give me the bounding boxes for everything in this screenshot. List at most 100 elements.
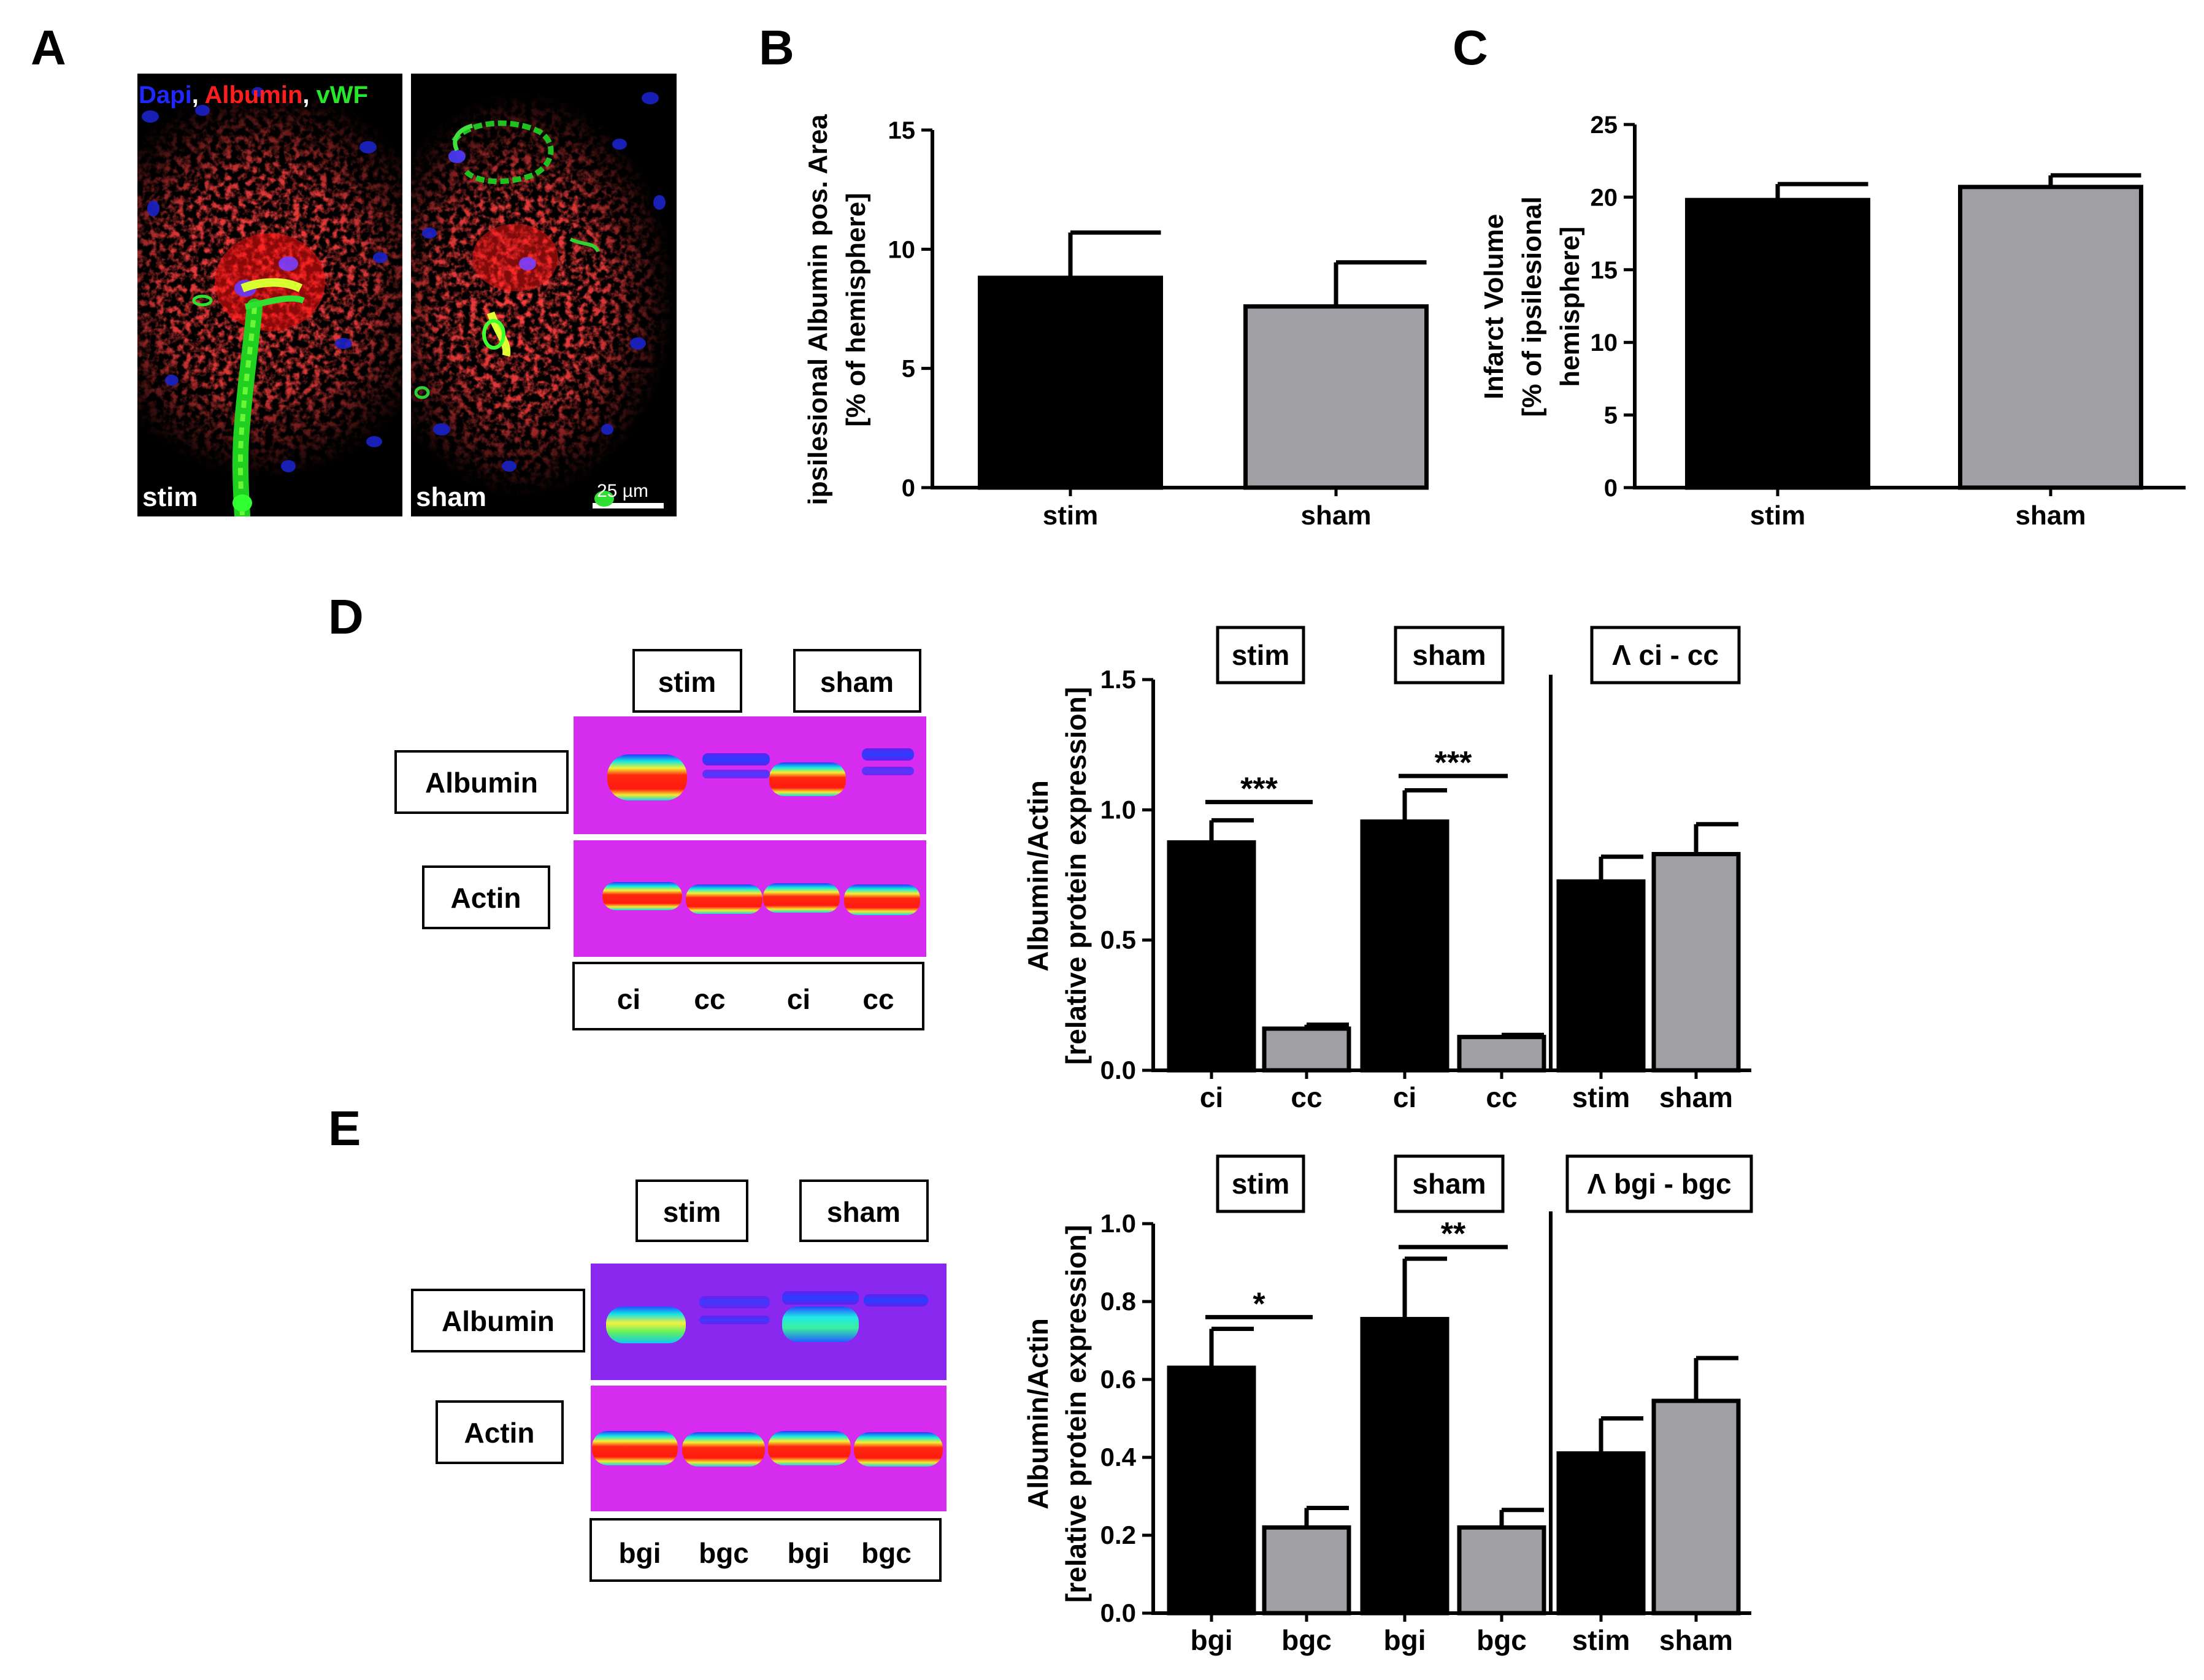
chart-c-xlabel-0: stim [1750,501,1805,531]
chart-d-group-box-2 [1590,626,1741,685]
chart-c-ylabel-1: [% of ipsilesional [1517,196,1547,416]
chart-c-bar-1 [1958,185,2143,490]
chart-b-bar-1 [1243,304,1429,490]
chart-c-infarct-volume: stim sham 0 5 10 15 20 25 Infarct Volume [% of ip… [1479,112,2186,531]
chart-d-sig-label-1: *** [1435,745,1472,781]
chart-c-ylabel-0: Infarct Volume [1479,214,1509,399]
western-blot-e: stim sham Albumin Actin bgi bgc bgi bgc [411,1179,946,1582]
chart-d-bar-0 [1167,840,1256,1073]
chart-e-yticklabel-2: 0.4 [1100,1443,1137,1471]
vwf-vessel-sham [414,120,600,399]
chart-e-bar-1 [1262,1525,1351,1616]
blot-d-lane-1: ci [617,983,640,1015]
chart-e-yticklabel-1: 0.2 [1100,1521,1136,1549]
chart-b-xlabel-1: sham [1301,501,1372,531]
chart-d-yticklabel-3: 1.5 [1100,665,1136,694]
chart-d-bar-4 [1556,879,1646,1073]
blot-d-lane-box [572,962,924,1030]
chart-c-xlabel-1: sham [2016,501,2086,531]
chart-d-xlabel-0: ci [1200,1081,1223,1113]
chart-e-group-label-1: sham [1412,1168,1486,1200]
blot-e-group-box-sham [799,1179,929,1242]
chart-e-bar-0 [1167,1365,1256,1616]
chart-c-yticklabel-3: 15 [1591,257,1618,284]
chart-e-bar-3 [1457,1525,1546,1616]
chart-c-ylabel-2: hemisphere] [1555,226,1585,387]
chart-d-bar-3 [1457,1035,1546,1073]
legend-part-2: Albumin [199,82,303,109]
chart-e-group-box-1 [1394,1154,1505,1213]
chart-d-xlabel-1: cc [1291,1081,1322,1113]
chart-e-xlabel-0: bgi [1191,1624,1233,1656]
chart-e-sig-label-1: ** [1441,1216,1466,1252]
panel-letter-d: D [328,589,364,644]
chart-e-yticklabel-5: 1.0 [1100,1209,1136,1238]
chart-d-group-box-0 [1216,626,1305,685]
micrograph-label-stim: stim [142,482,198,512]
chart-d-ylabel-1: [relative protein expression] [1060,687,1092,1065]
blot-e-lane-2: bgc [699,1537,749,1569]
legend-part-3: , [302,82,309,109]
chart-d-group-label-0: stim [1232,639,1290,671]
blot-e-group-stim: stim [663,1196,721,1228]
blot-d-lane-2: cc [694,983,725,1015]
chart-d-ylabel-0: Albumin/Actin [1022,780,1054,972]
panel-letter-e: E [328,1101,361,1156]
blot-d-row-box-albumin [394,750,569,814]
chart-d-xlabel-4: stim [1572,1081,1630,1113]
chart-e-group-box-2 [1565,1154,1753,1213]
chart-d-bar-1 [1262,1026,1351,1073]
legend-part-0: Dapi [139,82,192,109]
blot-e-row-actin: Actin [464,1417,535,1449]
chart-d-yticklabel-1: 0.5 [1100,926,1136,954]
legend-part-1: , [192,82,199,109]
chart-e-albumin-actin-bgi-bgc: stim sham Λ bgi - bgc bgi bgc bgi bgc stim sham 0… [1022,1154,1753,1656]
chart-d-albumin-actin-ci-cc: stim sham Λ ci - cc ci cc ci cc stim sham 0.0 0.5 1… [1022,626,1751,1113]
chart-b-ylabel-1: [% of hemisphere] [841,193,871,426]
blot-d-row-actin: Actin [451,882,521,914]
panel-letter-c: C [1453,20,1488,75]
chart-e-xlabel-2: bgi [1384,1624,1426,1656]
chart-c-bar-0 [1685,198,1870,490]
chart-b-yticklabel-0: 0 [902,475,915,502]
chart-d-group-label-2: Λ ci - cc [1612,639,1719,671]
chart-d-yticklabel-0: 0.0 [1100,1056,1136,1084]
chart-c-yticklabel-0: 0 [1604,475,1618,502]
chart-e-sig-label-0: * [1253,1286,1265,1322]
blot-e-lane-4: bgc [861,1537,912,1569]
albumin-signal-sham [411,74,677,516]
chart-d-bar-5 [1651,852,1741,1073]
chart-b-ylabel-0: ipsilesional Albumin pos. Area [803,114,833,505]
chart-b-albumin-area: stim sham 0 5 10 15 ipsilesional Albumin pos. … [803,114,1429,531]
chart-c-yticklabel-1: 5 [1604,402,1618,429]
chart-e-xlabel-5: sham [1659,1624,1733,1656]
panel-letter-b: B [759,20,794,75]
chart-d-xlabel-3: cc [1486,1081,1517,1113]
chart-c-yticklabel-5: 25 [1591,112,1618,139]
blot-e-lane-box [589,1518,942,1582]
blot-e-group-box-stim [635,1179,748,1242]
chart-d-xlabel-5: sham [1659,1081,1733,1113]
chart-e-bar-4 [1556,1451,1646,1616]
chart-c-yticklabel-2: 10 [1591,329,1618,356]
blot-d-lane-3: ci [787,983,810,1015]
chart-e-xlabel-4: stim [1572,1624,1630,1656]
chart-e-yticklabel-4: 0.8 [1100,1287,1136,1316]
blot-e-lane-3: bgi [788,1537,830,1569]
blot-d-row-albumin: Albumin [425,767,538,799]
blot-d-group-sham: sham [820,666,894,698]
blot-d-row-box-actin [422,865,550,929]
chart-e-group-label-0: stim [1232,1168,1290,1200]
chart-c-yticklabel-4: 20 [1591,184,1618,211]
blot-d-group-box-sham [793,649,921,713]
chart-b-bar-0 [978,275,1163,490]
chart-e-ylabel-0: Albumin/Actin [1022,1318,1054,1509]
scale-bar-label: 25 µm [597,481,648,501]
blot-e-group-sham: sham [827,1196,900,1228]
legend-part-4: vWF [310,82,369,109]
chart-d-xlabel-2: ci [1393,1081,1416,1113]
chart-e-bar-5 [1651,1398,1741,1616]
blot-e-lane-1: bgi [619,1537,661,1569]
chart-e-bar-2 [1360,1317,1449,1616]
chart-d-bar-2 [1360,819,1449,1073]
